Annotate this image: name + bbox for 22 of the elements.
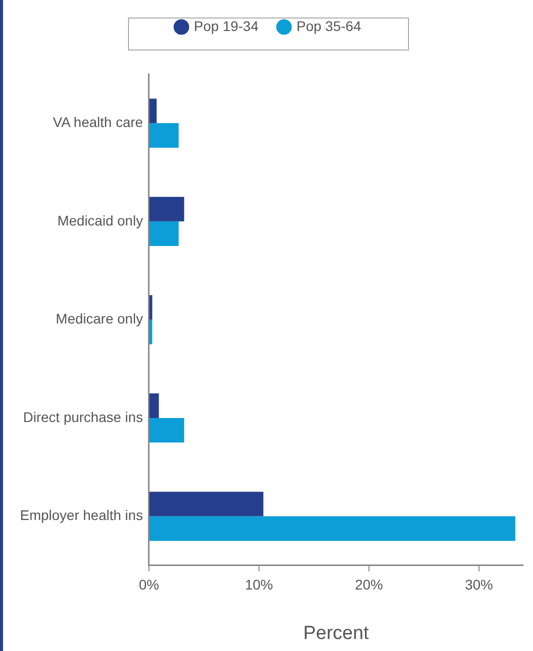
bar — [149, 418, 184, 443]
bar — [149, 393, 159, 418]
legend-label: Pop 35-64 — [296, 18, 362, 34]
bar — [149, 320, 152, 344]
x-tick-label: 0% — [138, 576, 160, 593]
y-tick-label: VA health care — [52, 114, 144, 130]
x-tick-label: 10% — [244, 576, 273, 593]
bar — [149, 98, 157, 124]
bar — [149, 295, 152, 320]
bar — [149, 196, 184, 222]
bar — [149, 221, 179, 246]
bar — [149, 492, 264, 516]
x-tick-label: 20% — [354, 576, 383, 593]
y-tick-label: Medicaid only — [57, 212, 143, 228]
legend-label: Pop 19-34 — [194, 18, 259, 34]
x-axis-title: Percent — [303, 622, 370, 644]
bar — [149, 123, 179, 148]
y-tick-label: Direct purchase ins — [23, 408, 143, 425]
y-tick-label: Employer health ins — [20, 507, 143, 524]
x-tick-label: 30% — [464, 576, 494, 593]
bar — [149, 516, 516, 541]
y-tick-label: Medicare only — [56, 310, 143, 327]
